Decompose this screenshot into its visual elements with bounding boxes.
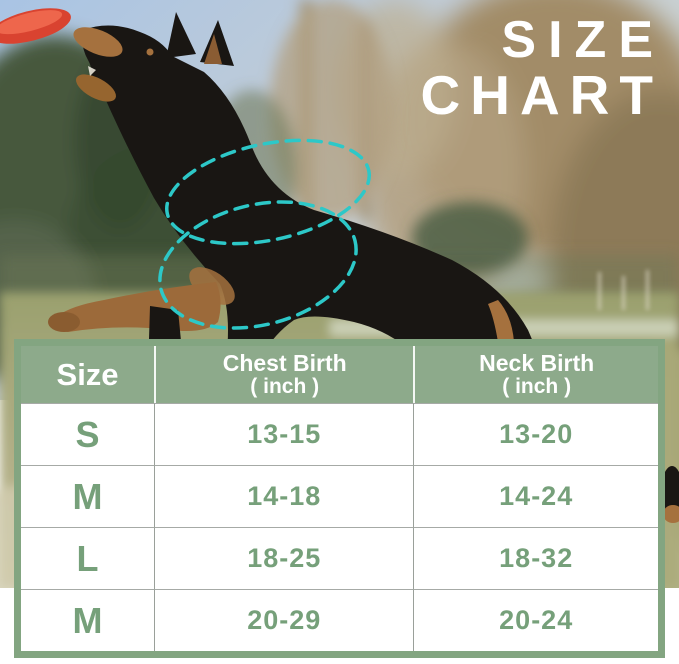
table-row-m2-neck: 20-24	[413, 589, 658, 651]
table-row-m-chest: 14-18	[154, 465, 414, 527]
neck-range: 20-24	[499, 605, 574, 635]
header-neck: Neck Birth ( inch )	[413, 346, 658, 403]
table-row-size-s: S	[21, 403, 155, 465]
chest-range: 18-25	[247, 543, 322, 573]
size-value: M	[72, 599, 103, 641]
size-table: Size Chest Birth ( inch ) Neck Birth ( i…	[14, 339, 665, 658]
chest-range: 20-29	[247, 605, 322, 635]
table-row-m2-chest: 20-29	[154, 589, 414, 651]
title-line-size: SIZE	[501, 11, 665, 69]
header-neck-unit: ( inch )	[502, 374, 572, 398]
neck-range: 18-32	[499, 543, 574, 573]
title-line-chart: CHART	[420, 64, 663, 127]
fence-posts	[598, 270, 649, 310]
chest-range: 13-15	[247, 419, 322, 449]
header-chest-unit: ( inch )	[250, 374, 320, 398]
table-row-size-l: L	[21, 527, 155, 589]
table-row-size-m: M	[21, 465, 155, 527]
table-row-l-neck: 18-32	[413, 527, 658, 589]
table-row-s-neck: 13-20	[413, 403, 658, 465]
measure-line-chest	[158, 200, 358, 330]
header-chest-label: Chest Birth	[222, 349, 347, 376]
header-size: Size	[21, 346, 155, 403]
table-row-s-chest: 13-15	[154, 403, 414, 465]
page-title: SIZE CHART	[421, 13, 653, 123]
size-value: S	[75, 413, 100, 455]
neck-range: 13-20	[499, 419, 574, 449]
table-row-size-m2: M	[21, 589, 155, 651]
header-chest: Chest Birth ( inch )	[154, 346, 414, 403]
table-row-m-neck: 14-24	[413, 465, 658, 527]
header-size-label: Size	[56, 356, 119, 392]
measure-line-neck	[165, 138, 371, 246]
chest-range: 14-18	[247, 481, 322, 511]
frisbee	[0, 8, 71, 44]
neck-range: 14-24	[499, 481, 574, 511]
size-value: L	[76, 537, 99, 579]
size-value: M	[72, 475, 103, 517]
table-row-l-chest: 18-25	[154, 527, 414, 589]
header-neck-label: Neck Birth	[479, 349, 595, 376]
